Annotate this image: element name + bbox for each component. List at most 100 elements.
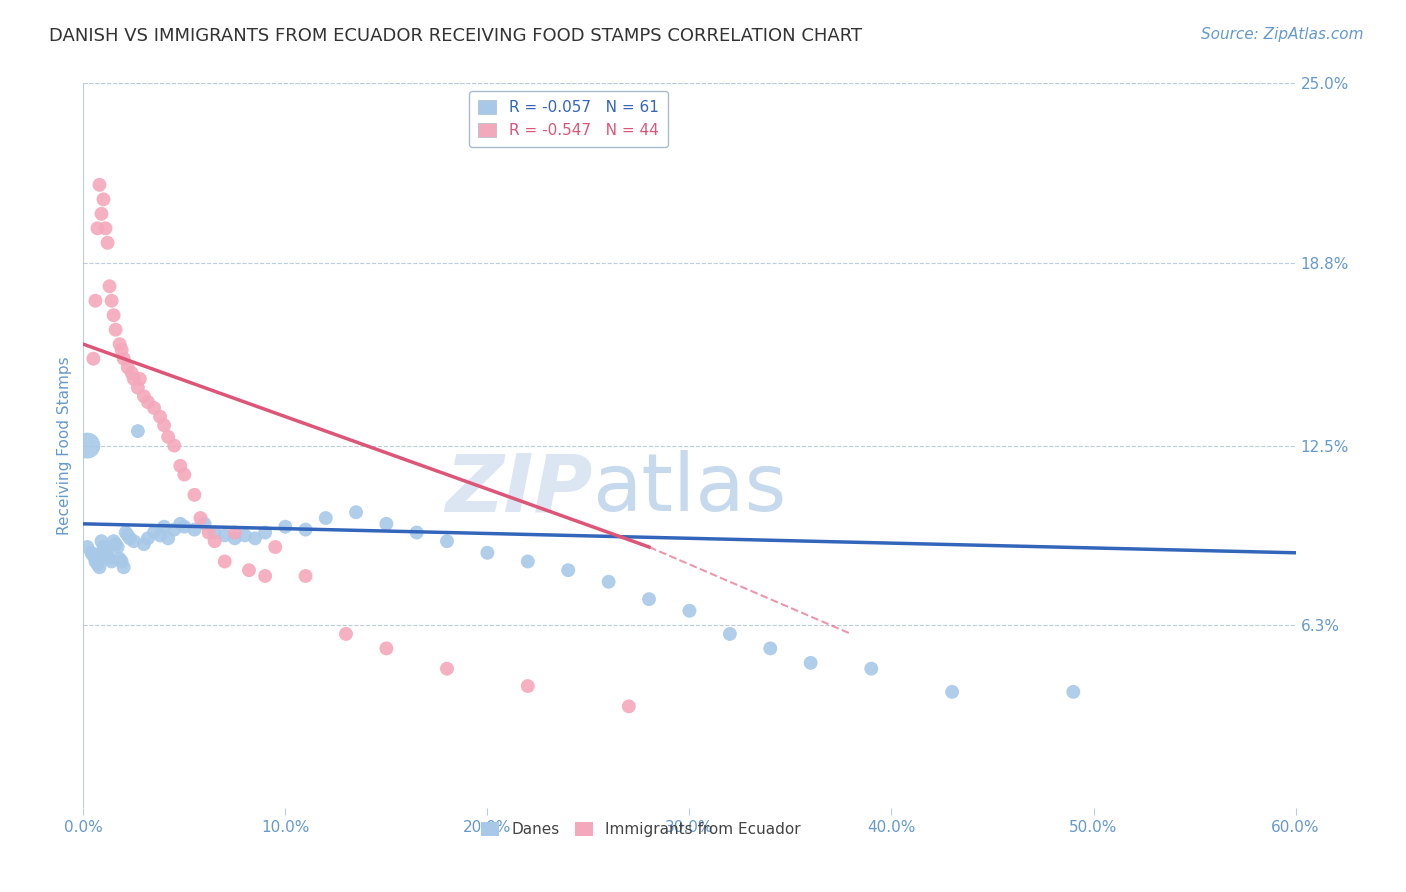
Point [132,537,155,551]
Point [800,656,823,670]
Point [190,511,212,525]
Point [117,528,139,542]
Point [638,592,661,607]
Point [169,458,191,473]
Point [405,525,427,540]
Point [157,430,180,444]
Point [108,337,131,351]
Point [204,525,226,540]
Point [86,558,108,572]
Point [84,554,107,568]
Text: DANISH VS IMMIGRANTS FROM ECUADOR RECEIVING FOOD STAMPS CORRELATION CHART: DANISH VS IMMIGRANTS FROM ECUADOR RECEIV… [49,27,862,45]
Point [136,395,159,409]
Point [759,641,782,656]
Point [1062,685,1084,699]
Point [153,418,176,433]
Point [617,699,640,714]
Point [477,546,499,560]
Point [103,308,125,322]
Point [100,554,122,568]
Text: atlas: atlas [592,450,787,528]
Point [108,551,131,566]
Point [183,488,205,502]
Point [100,293,122,308]
Point [82,549,104,563]
Point [86,221,108,235]
Point [173,519,195,533]
Point [264,540,287,554]
Legend: Danes, Immigrants from Ecuador: Danes, Immigrants from Ecuador [475,816,807,844]
Point [96,235,118,250]
Point [76,540,98,554]
Y-axis label: Receiving Food Stamps: Receiving Food Stamps [58,356,72,535]
Point [118,531,141,545]
Point [254,525,277,540]
Point [104,323,127,337]
Point [149,409,172,424]
Point [163,439,186,453]
Point [149,528,172,542]
Point [84,293,107,308]
Point [294,523,316,537]
Point [121,366,143,380]
Point [127,424,149,438]
Point [163,523,186,537]
Point [89,178,111,192]
Point [107,540,129,554]
Point [94,221,117,235]
Point [80,546,103,560]
Point [224,525,246,540]
Point [132,389,155,403]
Point [94,546,117,560]
Point [315,511,337,525]
Text: Source: ZipAtlas.com: Source: ZipAtlas.com [1201,27,1364,42]
Point [143,401,166,415]
Point [860,662,883,676]
Point [114,525,136,540]
Point [294,569,316,583]
Point [136,531,159,545]
Point [173,467,195,482]
Point [143,525,166,540]
Point [375,516,398,531]
Point [104,537,127,551]
Point [128,372,150,386]
Point [90,207,112,221]
Point [82,351,104,366]
Point [516,554,538,568]
Point [335,627,357,641]
Point [111,554,134,568]
Point [103,534,125,549]
Point [516,679,538,693]
Point [238,563,260,577]
Point [117,360,139,375]
Point [169,516,191,531]
Point [557,563,579,577]
Point [122,372,145,386]
Point [93,542,115,557]
Point [112,560,135,574]
Point [436,662,458,676]
Point [127,381,149,395]
Point [76,439,98,453]
Point [274,519,297,533]
Point [254,569,277,583]
Point [98,279,121,293]
Point [598,574,620,589]
Point [96,549,118,563]
Point [93,192,115,206]
Point [93,540,115,554]
Point [157,531,180,545]
Point [183,523,205,537]
Point [193,516,215,531]
Point [98,551,121,566]
Point [243,531,266,545]
Point [112,351,135,366]
Point [90,534,112,549]
Point [89,560,111,574]
Point [678,604,700,618]
Point [122,534,145,549]
Text: ZIP: ZIP [446,450,592,528]
Point [233,528,256,542]
Point [204,534,226,549]
